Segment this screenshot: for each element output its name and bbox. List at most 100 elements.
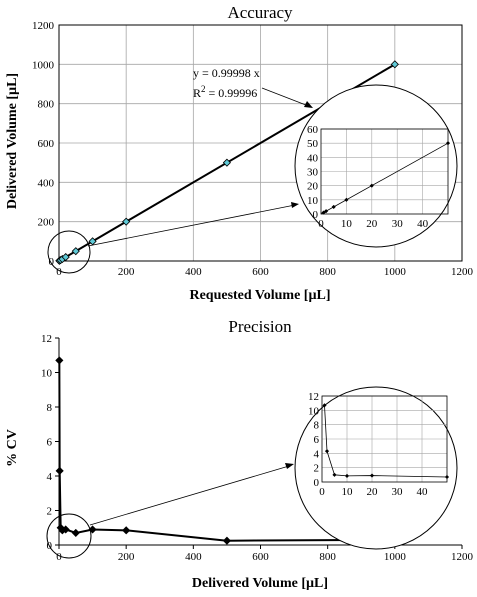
data-point: [55, 356, 64, 365]
inset-data-point: [321, 210, 326, 215]
zoom-connector-arrowhead: [285, 463, 294, 469]
inset-x-tick-label: 30: [392, 218, 404, 230]
inset-y-tick-label: 10: [307, 195, 319, 207]
inset-x-tick-label: 20: [366, 218, 378, 230]
precision-xlabel: Delivered Volume [µL]: [192, 576, 328, 591]
inset-y-tick-label: 8: [314, 420, 320, 432]
y-tick-label: 1200: [32, 20, 55, 32]
x-tick-label: 0: [56, 266, 62, 278]
inset-y-tick-label: 40: [307, 152, 319, 164]
y-tick-label: 8: [47, 402, 53, 414]
accuracy-markers: [55, 60, 399, 265]
series-line: [58, 360, 395, 542]
inset-y-tick-label: 12: [308, 391, 319, 403]
inset-y-tick-label: 4: [314, 448, 320, 460]
inset-x-tick-label: 10: [342, 486, 354, 498]
y-tick-label: 400: [38, 177, 55, 189]
x-tick-label: 400: [185, 551, 202, 563]
y-tick-label: 0: [49, 256, 55, 268]
zoom-circle: [47, 230, 91, 274]
inset-circle: [294, 386, 458, 550]
equation-label: y = 0.99998 x: [193, 66, 260, 80]
x-tick-label: 800: [319, 266, 336, 278]
inset-y-tick-label: 20: [307, 181, 319, 193]
x-tick-label: 600: [252, 551, 269, 563]
y-tick-label: 10: [41, 368, 53, 380]
inset-circle: [294, 84, 458, 248]
inset-x-tick-label: 0: [319, 486, 325, 498]
x-tick-label: 200: [118, 266, 135, 278]
x-tick-label: 600: [252, 266, 269, 278]
inset-x-tick-label: 40: [417, 486, 429, 498]
y-tick-label: 1000: [32, 59, 55, 71]
accuracy-xlabel: Requested Volume [µL]: [189, 288, 330, 303]
inset-x-tick-label: 20: [367, 486, 379, 498]
inset-data-point: [324, 449, 330, 454]
data-point: [61, 253, 70, 262]
data-point: [55, 466, 64, 475]
x-tick-label: 400: [185, 266, 202, 278]
inset-y-tick-label: 50: [307, 138, 319, 150]
inset-frame: [321, 395, 448, 483]
inset-frame: [320, 128, 449, 215]
inset-data-point: [331, 204, 336, 209]
accuracy-ylabel: Delivered Volume [µL]: [5, 73, 20, 209]
inset-x-tick-label: 10: [341, 218, 353, 230]
y-tick-label: 600: [38, 138, 55, 150]
data-point: [71, 247, 80, 256]
inset-y-tick-label: 2: [314, 463, 320, 475]
r-squared-label: R2 = 0.99996: [193, 84, 257, 100]
data-point: [71, 528, 80, 537]
y-tick-label: 6: [47, 437, 53, 449]
accuracy-axes: [58, 24, 463, 262]
inset-data-point: [369, 473, 375, 478]
inset-x-tick-label: 0: [318, 218, 324, 230]
accuracy-annotation: y = 0.99998 x R2 = 0.99996: [193, 66, 313, 108]
precision-title: Precision: [228, 317, 292, 336]
r2-exponent: 2: [201, 84, 206, 94]
inset-trendline: [320, 142, 449, 215]
inset-data-point: [444, 474, 450, 480]
x-tick-label: 1000: [384, 551, 407, 563]
accuracy-title: Accuracy: [227, 3, 293, 22]
r2-prefix: R: [193, 86, 201, 100]
inset-data-point: [344, 197, 349, 202]
inset-x-tick-label: 40: [417, 218, 429, 230]
accuracy-inset: 0 10 20 30 40 0 10 20 30 40 50 60: [47, 84, 458, 274]
accuracy-tick-labels: 0 200 400 600 800 1000 12000200400600800100012…: [32, 20, 474, 278]
inset-series-line: [324, 405, 448, 478]
inset-data-point: [322, 403, 327, 408]
precision-chart: Precision Delivered Volume [µL] % CV 0 20…: [5, 317, 474, 591]
zoom-connector: [89, 465, 290, 526]
y-tick-label: 200: [38, 217, 55, 229]
zoom-circle: [46, 513, 92, 559]
x-tick-label: 800: [319, 551, 336, 563]
x-tick-label: 1000: [384, 266, 407, 278]
zoom-connector: [87, 204, 296, 247]
inset-data-point: [445, 141, 451, 146]
inset-y-tick-label: 6: [314, 434, 320, 446]
zoom-connector-arrowhead: [291, 202, 299, 208]
y-tick-label: 4: [47, 471, 53, 483]
inset-y-tick-label: 60: [307, 124, 319, 136]
data-point: [122, 217, 131, 226]
inset-y-tick-label: 0: [314, 477, 320, 489]
annotation-arrow: [261, 87, 312, 108]
data-point: [61, 525, 70, 534]
plot-frame: [58, 24, 463, 262]
x-tick-label: 200: [118, 551, 135, 563]
inset-data-point: [324, 209, 329, 214]
inset-data-point: [369, 183, 374, 188]
precision-inset: 0 10 20 30 40 0 2 4 6 8 10 12: [46, 386, 458, 559]
data-point: [222, 158, 231, 167]
x-tick-label: 1200: [451, 266, 474, 278]
inset-y-tick-label: 30: [307, 167, 319, 179]
inset-data-point: [344, 473, 350, 478]
annotation-arrowhead: [304, 101, 313, 108]
x-tick-label: 0: [56, 551, 62, 563]
y-tick-label: 12: [41, 333, 52, 345]
data-point: [222, 536, 231, 545]
data-point: [390, 60, 399, 69]
